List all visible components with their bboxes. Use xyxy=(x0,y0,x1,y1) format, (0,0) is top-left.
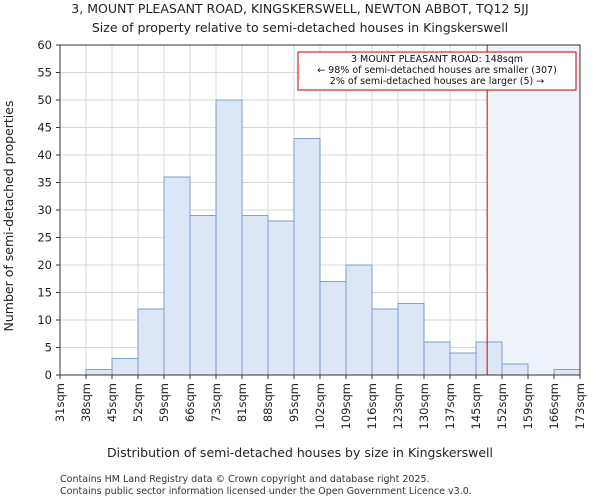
x-tick-label: 145sqm xyxy=(469,383,483,429)
x-tick-label: 45sqm xyxy=(105,383,119,422)
x-tick-label: 123sqm xyxy=(391,383,405,429)
bars xyxy=(85,99,581,376)
chart-subtitle: Size of property relative to semi-detach… xyxy=(92,20,508,35)
bar-166sqm xyxy=(553,369,581,376)
x-tick-label: 152sqm xyxy=(495,383,509,429)
x-axis-label: Distribution of semi-detached houses by … xyxy=(107,445,493,460)
y-tick-label: 0 xyxy=(45,368,52,382)
y-tick-label: 55 xyxy=(37,66,52,80)
x-tick-label: 102sqm xyxy=(313,383,327,429)
bar-116sqm xyxy=(371,308,399,376)
x-tick-label: 73sqm xyxy=(209,383,223,422)
y-ticks: 0 5 10 15 20 25 30 35 40 45 50 55 60 xyxy=(37,38,60,382)
footer-line-2: Contains public sector information licen… xyxy=(60,486,472,497)
bar-81sqm xyxy=(241,215,269,376)
x-tick-label: 81sqm xyxy=(235,383,249,422)
bar-73sqm xyxy=(215,99,243,376)
bar-130sqm xyxy=(423,341,451,376)
bar-38sqm xyxy=(85,369,113,376)
x-tick-label: 173sqm xyxy=(573,383,587,429)
bar-66sqm xyxy=(189,215,217,376)
y-tick-label: 50 xyxy=(37,93,52,107)
y-tick-label: 45 xyxy=(37,121,52,135)
y-tick-label: 30 xyxy=(37,203,52,217)
chart-title: 3, MOUNT PLEASANT ROAD, KINGSKERSWELL, N… xyxy=(71,1,528,16)
y-tick-label: 5 xyxy=(45,341,52,355)
y-tick-label: 15 xyxy=(37,286,52,300)
y-tick-label: 25 xyxy=(37,231,52,245)
bar-152sqm xyxy=(501,363,529,376)
x-tick-label: 130sqm xyxy=(417,383,431,429)
y-tick-label: 20 xyxy=(37,258,52,272)
bar-45sqm xyxy=(111,358,139,376)
bar-123sqm xyxy=(397,303,425,376)
bar-145sqm xyxy=(475,341,503,376)
y-tick-label: 60 xyxy=(37,38,52,52)
bar-109sqm xyxy=(345,264,373,376)
x-tick-label: 109sqm xyxy=(339,383,353,429)
x-tick-label: 88sqm xyxy=(261,383,275,422)
x-tick-label: 66sqm xyxy=(183,383,197,422)
bar-102sqm xyxy=(319,281,347,376)
bar-95sqm xyxy=(293,138,321,376)
highlight-region xyxy=(487,45,580,375)
x-tick-label: 166sqm xyxy=(547,383,561,429)
bar-59sqm xyxy=(163,176,191,376)
x-tick-label: 38sqm xyxy=(79,383,93,422)
y-tick-label: 35 xyxy=(37,176,52,190)
y-tick-label: 10 xyxy=(37,313,52,327)
x-tick-label: 59sqm xyxy=(157,383,171,422)
footer-line-1: Contains HM Land Registry data © Crown c… xyxy=(60,474,430,485)
bar-88sqm xyxy=(267,220,295,376)
annotation-line-3: 2% of semi-detached houses are larger (5… xyxy=(330,76,544,87)
y-axis-label: Number of semi-detached properties xyxy=(1,101,16,332)
annotation-line-2: ← 98% of semi-detached houses are smalle… xyxy=(317,65,557,76)
x-tick-label: 137sqm xyxy=(443,383,457,429)
y-tick-label: 40 xyxy=(37,148,52,162)
x-tick-label: 31sqm xyxy=(53,383,67,422)
x-tick-label: 52sqm xyxy=(131,383,145,422)
annotation-line-1: 3 MOUNT PLEASANT ROAD: 148sqm xyxy=(351,54,523,65)
x-ticks: 31sqm 38sqm 45sqm 52sqm 59sqm 66sqm 73sqm 81sqm… xyxy=(53,375,587,429)
bar-137sqm xyxy=(449,352,477,376)
x-tick-label: 95sqm xyxy=(287,383,301,422)
x-tick-label: 159sqm xyxy=(521,383,535,429)
annotation-box xyxy=(297,51,577,91)
x-tick-label: 116sqm xyxy=(365,383,379,429)
bar-52sqm xyxy=(137,308,165,376)
